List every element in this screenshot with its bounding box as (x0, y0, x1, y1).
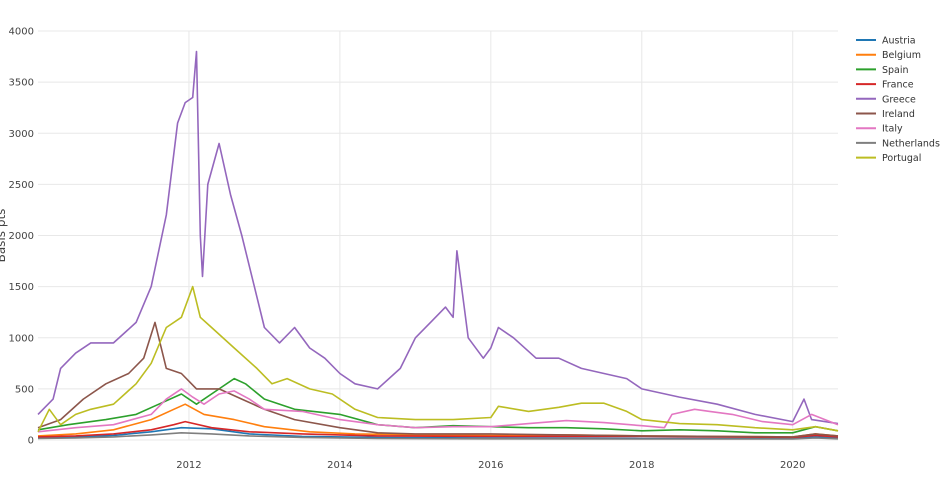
legend-item-portugal[interactable]: Portugal (856, 153, 921, 164)
legend[interactable]: Austria Belgium Spain France Greece Ireland It… (856, 36, 940, 165)
axes: 0 500 1000 1500 2000 2500 3000 3500 4000 2012 2014… (0, 27, 805, 472)
y-tick-label: 1000 (9, 333, 34, 344)
series-line-ireland (37, 321, 839, 438)
y-tick-label: 0 (28, 436, 34, 447)
y-tick-label: 1500 (9, 282, 34, 293)
legend-item-spain[interactable]: Spain (856, 65, 909, 76)
legend-item-france[interactable]: France (856, 80, 914, 91)
legend-label: Belgium (882, 50, 921, 61)
y-tick-label: 2500 (9, 180, 34, 191)
legend-item-greece[interactable]: Greece (856, 94, 916, 105)
y-tick-label: 500 (15, 384, 34, 395)
legend-item-belgium[interactable]: Belgium (856, 50, 921, 61)
legend-label: Greece (882, 94, 916, 105)
legend-label: Portugal (882, 153, 921, 164)
grid (38, 30, 838, 441)
x-tick-label: 2012 (176, 460, 201, 471)
series-line-netherlands (37, 431, 839, 440)
x-tick-label: 2020 (780, 460, 805, 471)
series-lines (37, 50, 839, 440)
legend-item-ireland[interactable]: Ireland (856, 109, 915, 120)
series-line-belgium (37, 403, 839, 438)
y-tick-label: 3500 (9, 78, 34, 89)
x-tick-label: 2018 (629, 460, 654, 471)
legend-item-austria[interactable]: Austria (856, 36, 916, 47)
y-tick-label: 3000 (9, 129, 34, 140)
legend-label: Ireland (882, 109, 915, 120)
legend-label: Italy (882, 124, 903, 135)
y-tick-label: 2000 (9, 231, 34, 242)
y-axis-title: Basis pts (0, 209, 8, 263)
legend-item-italy[interactable]: Italy (856, 124, 903, 135)
x-tick-label: 2016 (478, 460, 503, 471)
x-tick-label: 2014 (327, 460, 352, 471)
legend-item-netherlands[interactable]: Netherlands (856, 138, 940, 149)
legend-label: Spain (882, 65, 909, 76)
series-line-greece (37, 50, 839, 425)
series-line-portugal (37, 285, 839, 433)
legend-label: Netherlands (882, 138, 940, 149)
series-line-italy (37, 388, 839, 433)
y-tick-label: 4000 (9, 27, 34, 38)
legend-label: France (882, 80, 914, 91)
legend-label: Austria (882, 36, 916, 47)
